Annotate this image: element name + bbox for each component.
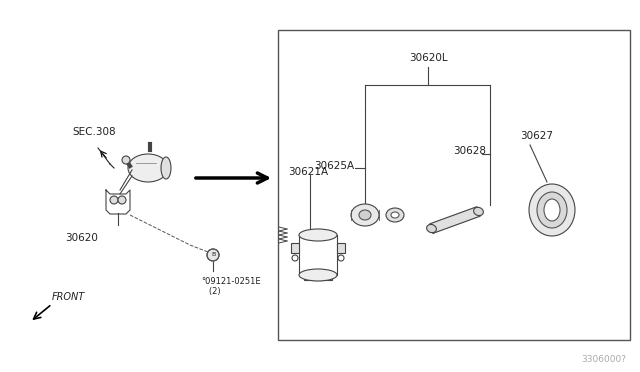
Text: 30620: 30620 (65, 233, 98, 243)
Ellipse shape (391, 212, 399, 218)
Bar (278, 30, 630, 340)
Ellipse shape (299, 229, 337, 241)
Text: °09121-0251E
   (2): °09121-0251E (2) (201, 277, 260, 296)
Circle shape (118, 196, 126, 204)
Ellipse shape (161, 157, 171, 179)
Bar (291, 243, 299, 253)
Text: 30628: 30628 (453, 146, 486, 156)
Ellipse shape (128, 154, 168, 182)
Ellipse shape (537, 192, 567, 228)
Text: 3306000?: 3306000? (581, 356, 626, 365)
Text: 30625A: 30625A (314, 161, 354, 171)
Polygon shape (430, 207, 480, 233)
Ellipse shape (351, 204, 379, 226)
Ellipse shape (359, 210, 371, 220)
Circle shape (292, 255, 298, 261)
Ellipse shape (386, 208, 404, 222)
Text: B: B (211, 253, 215, 257)
Ellipse shape (427, 224, 436, 232)
Text: SEC.308: SEC.308 (72, 127, 116, 137)
Bar (304, 272, 332, 280)
Ellipse shape (544, 199, 560, 221)
Bar (337, 243, 345, 253)
Circle shape (122, 156, 130, 164)
Text: 30620L: 30620L (409, 53, 447, 63)
Circle shape (207, 249, 219, 261)
Text: 30621A: 30621A (288, 167, 328, 177)
Text: FRONT: FRONT (52, 292, 85, 302)
Text: 30627: 30627 (520, 131, 553, 141)
Circle shape (110, 196, 118, 204)
Ellipse shape (474, 207, 483, 216)
Ellipse shape (299, 269, 337, 281)
Ellipse shape (529, 184, 575, 236)
Circle shape (338, 255, 344, 261)
